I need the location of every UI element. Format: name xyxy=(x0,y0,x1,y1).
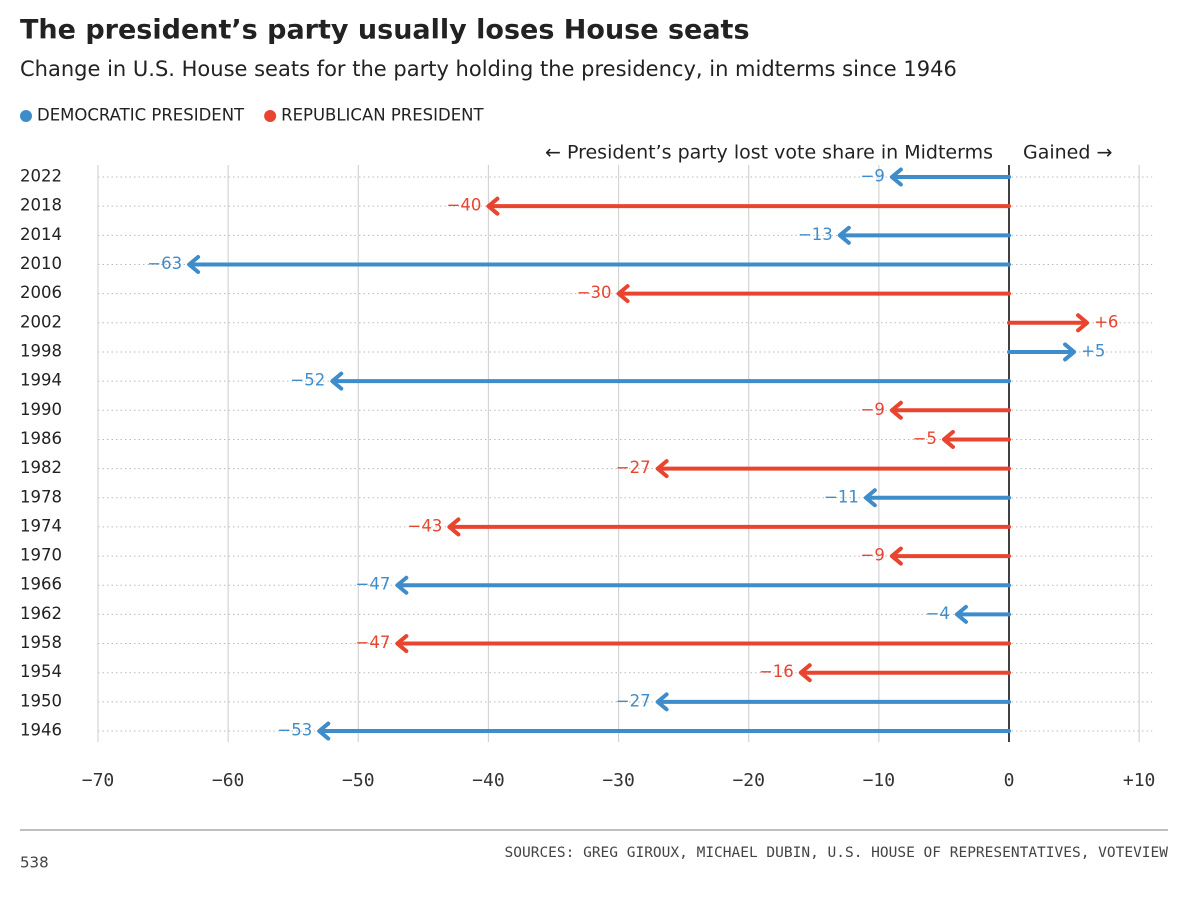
value-label: −52 xyxy=(290,371,325,390)
x-tick-label: −70 xyxy=(82,770,115,791)
value-label: −27 xyxy=(616,458,651,477)
y-tick-label: 2010 xyxy=(20,254,62,273)
y-tick-label: 1946 xyxy=(20,721,62,740)
legend-swatch xyxy=(264,110,277,122)
x-tick-label: −40 xyxy=(472,770,505,791)
x-tick-label: −30 xyxy=(602,770,635,791)
y-tick-label: 2006 xyxy=(20,283,62,302)
y-tick-label: 1978 xyxy=(20,487,62,506)
arrow xyxy=(1007,342,1077,362)
arrow xyxy=(655,692,1011,712)
x-tick-label: −20 xyxy=(732,770,765,791)
arrow xyxy=(317,721,1011,741)
x-tick-label: −50 xyxy=(342,770,375,791)
y-tick-label: 1962 xyxy=(20,604,62,623)
y-tick-label: 1974 xyxy=(20,516,62,535)
chart-title: The president’s party usually loses Hous… xyxy=(20,15,750,46)
y-tick-label: 1998 xyxy=(20,341,62,360)
x-tick-label: 0 xyxy=(1004,770,1015,791)
y-tick-label: 1990 xyxy=(20,400,62,419)
y-tick-label: 1994 xyxy=(20,371,62,390)
legend-swatch xyxy=(20,110,32,122)
chart-subtitle: Change in U.S. House seats for the party… xyxy=(20,57,957,81)
arrow xyxy=(395,575,1011,595)
value-label: −53 xyxy=(277,721,312,740)
y-tick-label: 1982 xyxy=(20,458,62,477)
value-label: +6 xyxy=(1094,312,1118,331)
value-label: −16 xyxy=(759,662,794,681)
x-tick-label: +10 xyxy=(1123,770,1156,791)
annotation: Gained → xyxy=(1023,142,1112,164)
publisher: 538 xyxy=(20,854,49,872)
y-tick-label: 1970 xyxy=(20,546,62,565)
arrow xyxy=(798,663,1011,683)
value-label: −30 xyxy=(577,283,612,302)
value-label: −9 xyxy=(861,400,885,419)
annotation: ← President’s party lost vote share in M… xyxy=(545,142,993,164)
value-label: −47 xyxy=(356,575,391,594)
value-label: −5 xyxy=(913,429,937,448)
legend-label: DEMOCRATIC PRESIDENT xyxy=(37,106,245,125)
value-label: −63 xyxy=(147,254,182,273)
arrow xyxy=(655,459,1011,479)
arrow xyxy=(889,400,1011,420)
arrow xyxy=(395,634,1011,654)
arrow xyxy=(486,196,1011,216)
y-tick-label: 1958 xyxy=(20,633,62,652)
value-label: +5 xyxy=(1081,341,1105,360)
value-label: −13 xyxy=(798,225,833,244)
arrow xyxy=(837,225,1011,245)
source: SOURCES: GREG GIROUX, MICHAEL DUBIN, U.S… xyxy=(504,845,1168,861)
arrow xyxy=(447,517,1011,537)
value-label: −9 xyxy=(861,167,885,186)
arrow xyxy=(954,604,1011,624)
arrow xyxy=(889,167,1011,187)
value-label: −43 xyxy=(408,516,443,535)
x-tick-label: −60 xyxy=(212,770,245,791)
y-tick-label: 1954 xyxy=(20,662,62,681)
y-tick-label: 2002 xyxy=(20,312,62,331)
value-label: −47 xyxy=(356,633,391,652)
legend-label: REPUBLICAN PRESIDENT xyxy=(281,106,484,125)
y-tick-label: 1966 xyxy=(20,575,62,594)
y-tick-label: 2018 xyxy=(20,196,62,215)
y-tick-label: 1986 xyxy=(20,429,62,448)
value-label: −9 xyxy=(861,546,885,565)
x-tick-label: −10 xyxy=(863,770,896,791)
y-tick-label: 2014 xyxy=(20,225,62,244)
arrow xyxy=(330,371,1011,391)
arrow xyxy=(941,429,1011,449)
arrow xyxy=(889,546,1011,566)
value-label: −11 xyxy=(824,487,859,506)
arrow xyxy=(616,284,1011,304)
value-label: −27 xyxy=(616,691,651,710)
y-tick-label: 1950 xyxy=(20,691,62,710)
value-label: −4 xyxy=(926,604,950,623)
arrow xyxy=(187,254,1011,274)
y-tick-label: 2022 xyxy=(20,167,62,186)
arrow xyxy=(863,488,1011,508)
arrow xyxy=(1007,313,1090,333)
value-label: −40 xyxy=(447,196,482,215)
